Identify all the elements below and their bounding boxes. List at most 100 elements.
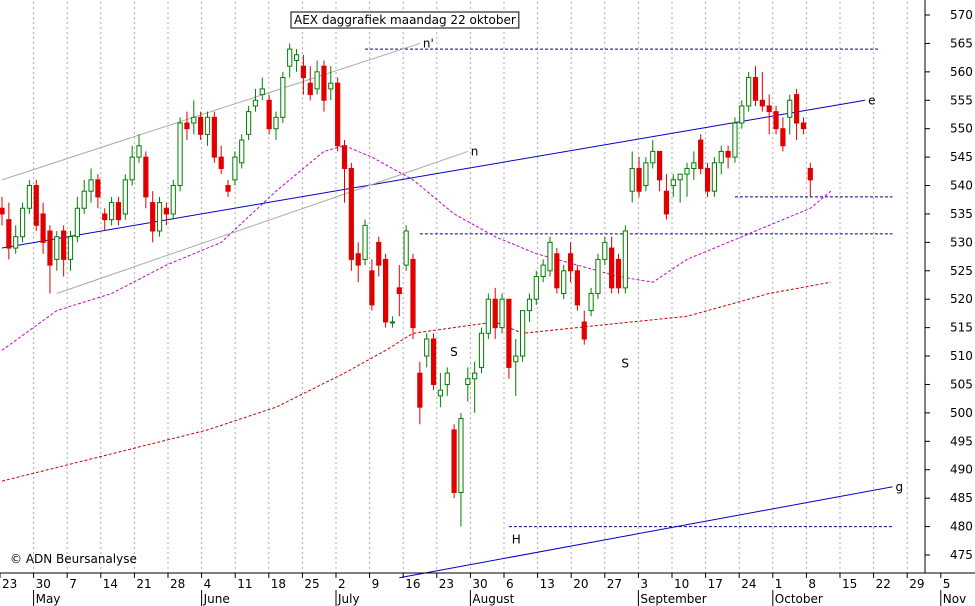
candle-body	[293, 54, 300, 61]
candle-body	[335, 82, 341, 147]
candle-body	[677, 173, 683, 181]
candle-body	[33, 185, 39, 226]
candle-body	[0, 207, 5, 215]
x-tick-label: 28	[170, 577, 185, 591]
candle-body	[95, 179, 101, 198]
candle-body	[287, 48, 293, 67]
x-tick-label: 14	[103, 577, 118, 591]
candle-body	[150, 202, 156, 232]
candle-body	[403, 230, 409, 266]
candle-body	[766, 105, 772, 113]
y-tick-label: 490	[950, 463, 973, 477]
candle-body	[321, 65, 327, 101]
y-tick-label: 515	[950, 321, 973, 335]
x-tick-label: 13	[540, 577, 555, 591]
candle-body	[156, 202, 163, 232]
candle-body	[780, 128, 786, 147]
y-tick-label: 500	[950, 406, 973, 420]
candle-body	[225, 185, 231, 192]
candle-body	[109, 202, 115, 221]
y-tick-label: 560	[950, 65, 973, 79]
candle-body	[718, 150, 724, 164]
candle-body	[102, 213, 108, 221]
candle-body	[561, 270, 567, 295]
y-tick-label: 530	[950, 235, 973, 249]
x-tick-label: 17	[708, 577, 723, 591]
candle-body	[581, 321, 587, 340]
x-tick-label: 11	[237, 577, 252, 591]
moving-average-short	[1, 145, 832, 351]
candle-body	[615, 258, 622, 289]
trendline	[1, 42, 421, 181]
candle-body	[663, 190, 670, 215]
candle-body	[759, 99, 765, 107]
candle-body	[657, 150, 663, 181]
pattern-label: S	[621, 356, 629, 370]
x-tick-label: 7	[69, 577, 77, 591]
candle-body	[355, 253, 361, 266]
x-tick-label: 2	[338, 577, 346, 591]
candle-body	[670, 179, 676, 187]
x-tick-label: 23	[439, 577, 454, 591]
x-tick-label: 16	[405, 577, 420, 591]
candle-body	[184, 122, 190, 130]
candle-body	[54, 236, 60, 260]
candle-body	[636, 167, 642, 192]
candle-body	[417, 372, 423, 408]
candle-body	[540, 264, 546, 277]
month-label: October	[775, 592, 823, 606]
pattern-annotations: S H S	[450, 345, 629, 547]
candle-body	[204, 116, 211, 135]
candle-body	[67, 236, 74, 260]
candle-body	[533, 275, 539, 300]
candle-body	[430, 338, 437, 385]
candle-body	[129, 156, 135, 181]
candle-body	[526, 298, 533, 312]
y-tick-label: 555	[950, 93, 973, 107]
candle-body	[13, 236, 19, 249]
month-label: September	[640, 592, 706, 606]
x-tick-label: 10	[674, 577, 689, 591]
candle-body	[314, 71, 320, 90]
candle-body	[136, 145, 142, 158]
candle-body	[26, 185, 32, 209]
trendline	[399, 486, 893, 579]
x-tick-label: 3	[640, 577, 648, 591]
candle-body	[246, 111, 252, 135]
title-box: AEX daggrafiek maandag 22 oktober	[290, 11, 520, 29]
x-tick-label: 6	[506, 577, 514, 591]
candle-body	[341, 145, 348, 169]
candle-body	[794, 94, 800, 124]
candlesticks	[0, 43, 813, 527]
candle-body	[691, 162, 697, 169]
candle-body	[232, 156, 238, 181]
candle-body	[383, 258, 389, 323]
x-tick-label: 22	[876, 577, 891, 591]
trendline-label: n	[471, 144, 479, 158]
candle-body	[732, 122, 738, 158]
trendline	[56, 150, 468, 294]
candle-body	[198, 116, 204, 135]
x-tick-label: 15	[842, 577, 857, 591]
candle-body	[396, 287, 402, 295]
y-tick-label: 565	[950, 36, 973, 50]
candle-body	[218, 156, 224, 169]
trendline-label: g	[896, 480, 904, 494]
candle-body	[622, 230, 628, 289]
y-tick-label: 475	[950, 548, 973, 562]
x-tick-label: 4	[204, 577, 212, 591]
candle-body	[280, 77, 286, 118]
candle-body	[239, 139, 245, 164]
x-tick-label: 20	[573, 577, 588, 591]
candle-body	[170, 185, 176, 215]
candle-body	[643, 162, 649, 187]
candle-body	[300, 65, 306, 79]
candle-body	[800, 122, 807, 130]
x-tick-label: 23	[2, 577, 17, 591]
month-label: Nov	[943, 592, 966, 606]
y-tick-label: 525	[950, 264, 973, 278]
month-label: August	[472, 592, 514, 606]
candle-body	[81, 190, 87, 209]
candle-body	[88, 179, 94, 192]
trendline	[1, 99, 866, 249]
